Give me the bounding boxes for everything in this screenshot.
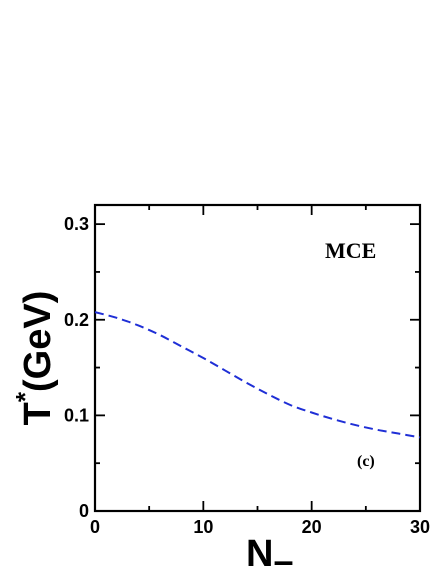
y-axis-title: T*(GeV) (10, 291, 59, 426)
x-tick-label: 30 (410, 517, 430, 537)
x-axis-title-main: N (246, 533, 273, 575)
annotation-panel-label: (c) (357, 453, 375, 470)
x-axis-title-subscript: – (273, 540, 293, 576)
x-axis-title: N– (246, 533, 293, 576)
y-tick-label: 0 (79, 501, 89, 521)
annotation-mce: MCE (325, 238, 376, 263)
y-axis-title-unit: (GeV) (17, 291, 59, 392)
y-axis-title-superscript: * (10, 391, 40, 402)
y-tick-label: 0.2 (64, 310, 89, 330)
x-tick-label: 10 (193, 517, 213, 537)
x-tick-label: 20 (302, 517, 322, 537)
y-tick-label: 0.3 (64, 214, 89, 234)
y-tick-label: 0.1 (64, 405, 89, 425)
y-axis-title-main: T (17, 402, 59, 425)
series-line-1 (94, 311, 421, 439)
x-tick-label: 0 (90, 517, 100, 537)
